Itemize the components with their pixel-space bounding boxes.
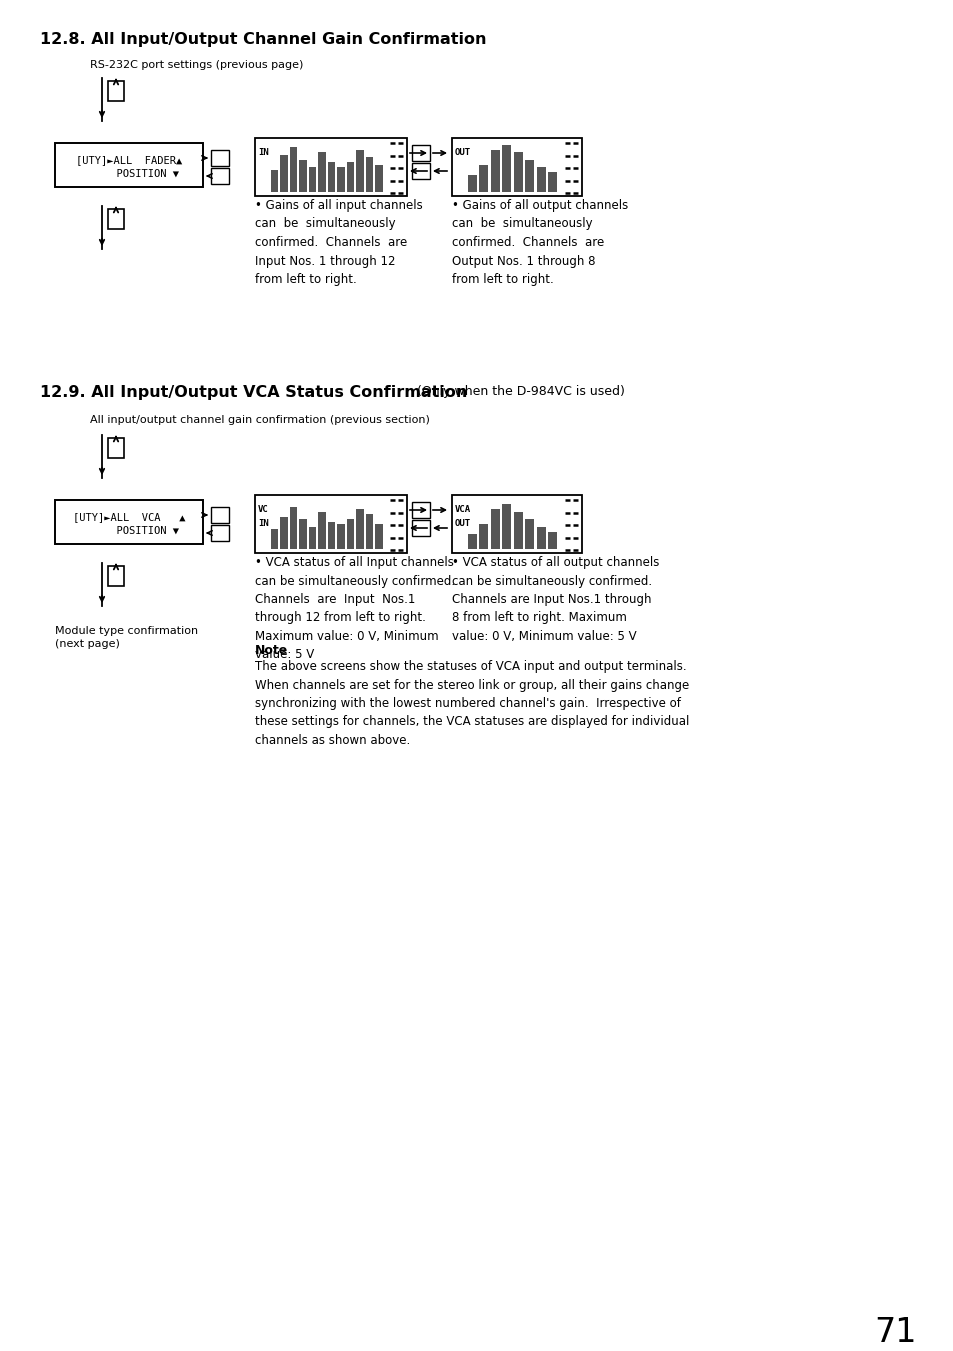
Bar bbox=[491, 509, 499, 549]
Bar bbox=[347, 162, 354, 192]
Text: [UTY]►ALL  FADER▲: [UTY]►ALL FADER▲ bbox=[76, 155, 182, 165]
Bar bbox=[290, 507, 296, 549]
Bar bbox=[108, 438, 124, 458]
Text: POSITION ▼: POSITION ▼ bbox=[79, 169, 179, 178]
Bar bbox=[318, 512, 325, 549]
Bar bbox=[108, 209, 124, 230]
Bar bbox=[337, 524, 344, 549]
Bar bbox=[366, 513, 373, 549]
Bar bbox=[537, 527, 545, 549]
Bar bbox=[55, 143, 203, 186]
Bar bbox=[491, 150, 499, 192]
Bar bbox=[299, 159, 306, 192]
Text: RS-232C port settings (previous page): RS-232C port settings (previous page) bbox=[90, 59, 303, 70]
Bar bbox=[309, 168, 315, 192]
Bar bbox=[108, 81, 124, 101]
Text: 12.8. All Input/Output Channel Gain Confirmation: 12.8. All Input/Output Channel Gain Conf… bbox=[40, 32, 486, 47]
Bar bbox=[280, 516, 287, 549]
Bar bbox=[211, 150, 229, 166]
Bar bbox=[254, 138, 407, 196]
Bar bbox=[479, 165, 488, 192]
Bar bbox=[479, 524, 488, 549]
Text: VCA: VCA bbox=[455, 505, 471, 513]
Text: Module type confirmation
(next page): Module type confirmation (next page) bbox=[55, 626, 198, 650]
Bar bbox=[328, 521, 335, 549]
Bar bbox=[271, 530, 277, 549]
Text: • VCA status of all output channels
can be simultaneously confirmed.
Channels ar: • VCA status of all output channels can … bbox=[452, 557, 659, 643]
Bar bbox=[412, 163, 430, 178]
Bar bbox=[347, 519, 354, 549]
Text: OUT: OUT bbox=[455, 519, 471, 528]
Text: All input/output channel gain confirmation (previous section): All input/output channel gain confirmati… bbox=[90, 415, 430, 426]
Text: • VCA status of all Input channels
can be simultaneously confirmed.
Channels  ar: • VCA status of all Input channels can b… bbox=[254, 557, 455, 662]
Text: [UTY]►ALL  VCA   ▲: [UTY]►ALL VCA ▲ bbox=[72, 512, 185, 521]
Text: Note: Note bbox=[254, 644, 288, 657]
Text: OUT: OUT bbox=[455, 149, 471, 157]
Bar bbox=[356, 150, 363, 192]
Bar bbox=[108, 566, 124, 586]
Bar bbox=[468, 174, 476, 192]
Bar bbox=[211, 507, 229, 523]
Text: The above screens show the statuses of VCA input and output terminals.
When chan: The above screens show the statuses of V… bbox=[254, 661, 689, 747]
Bar bbox=[318, 153, 325, 192]
Bar bbox=[280, 154, 287, 192]
Bar bbox=[548, 172, 557, 192]
Bar bbox=[525, 519, 534, 549]
Bar bbox=[525, 159, 534, 192]
Bar bbox=[412, 503, 430, 517]
Bar bbox=[309, 527, 315, 549]
Text: 71: 71 bbox=[874, 1316, 916, 1350]
Bar bbox=[502, 145, 511, 192]
Text: (Only when the D-984VC is used): (Only when the D-984VC is used) bbox=[413, 385, 624, 399]
Bar bbox=[290, 147, 296, 192]
Bar bbox=[337, 168, 344, 192]
Text: POSITION ▼: POSITION ▼ bbox=[79, 526, 179, 536]
Bar bbox=[55, 500, 203, 544]
Bar bbox=[412, 145, 430, 161]
Bar bbox=[514, 153, 522, 192]
Bar bbox=[468, 534, 476, 549]
Bar bbox=[452, 494, 581, 553]
Text: • Gains of all input channels
can  be  simultaneously
confirmed.  Channels  are
: • Gains of all input channels can be sim… bbox=[254, 199, 422, 286]
Bar bbox=[299, 519, 306, 549]
Bar bbox=[211, 168, 229, 184]
Bar bbox=[537, 168, 545, 192]
Text: 12.9. All Input/Output VCA Status Confirmation: 12.9. All Input/Output VCA Status Confir… bbox=[40, 385, 467, 400]
Text: • Gains of all output channels
can  be  simultaneously
confirmed.  Channels  are: • Gains of all output channels can be si… bbox=[452, 199, 628, 286]
Bar bbox=[375, 165, 382, 192]
Bar bbox=[375, 524, 382, 549]
Bar bbox=[548, 531, 557, 549]
Bar bbox=[514, 512, 522, 549]
Bar bbox=[271, 169, 277, 192]
Bar bbox=[412, 520, 430, 536]
Bar bbox=[452, 138, 581, 196]
Text: IN: IN bbox=[257, 519, 269, 528]
Bar bbox=[356, 509, 363, 549]
Text: IN: IN bbox=[257, 149, 269, 157]
Bar bbox=[328, 162, 335, 192]
Text: VC: VC bbox=[257, 505, 269, 513]
Bar bbox=[502, 504, 511, 549]
Bar bbox=[254, 494, 407, 553]
Bar bbox=[211, 526, 229, 540]
Bar bbox=[366, 157, 373, 192]
